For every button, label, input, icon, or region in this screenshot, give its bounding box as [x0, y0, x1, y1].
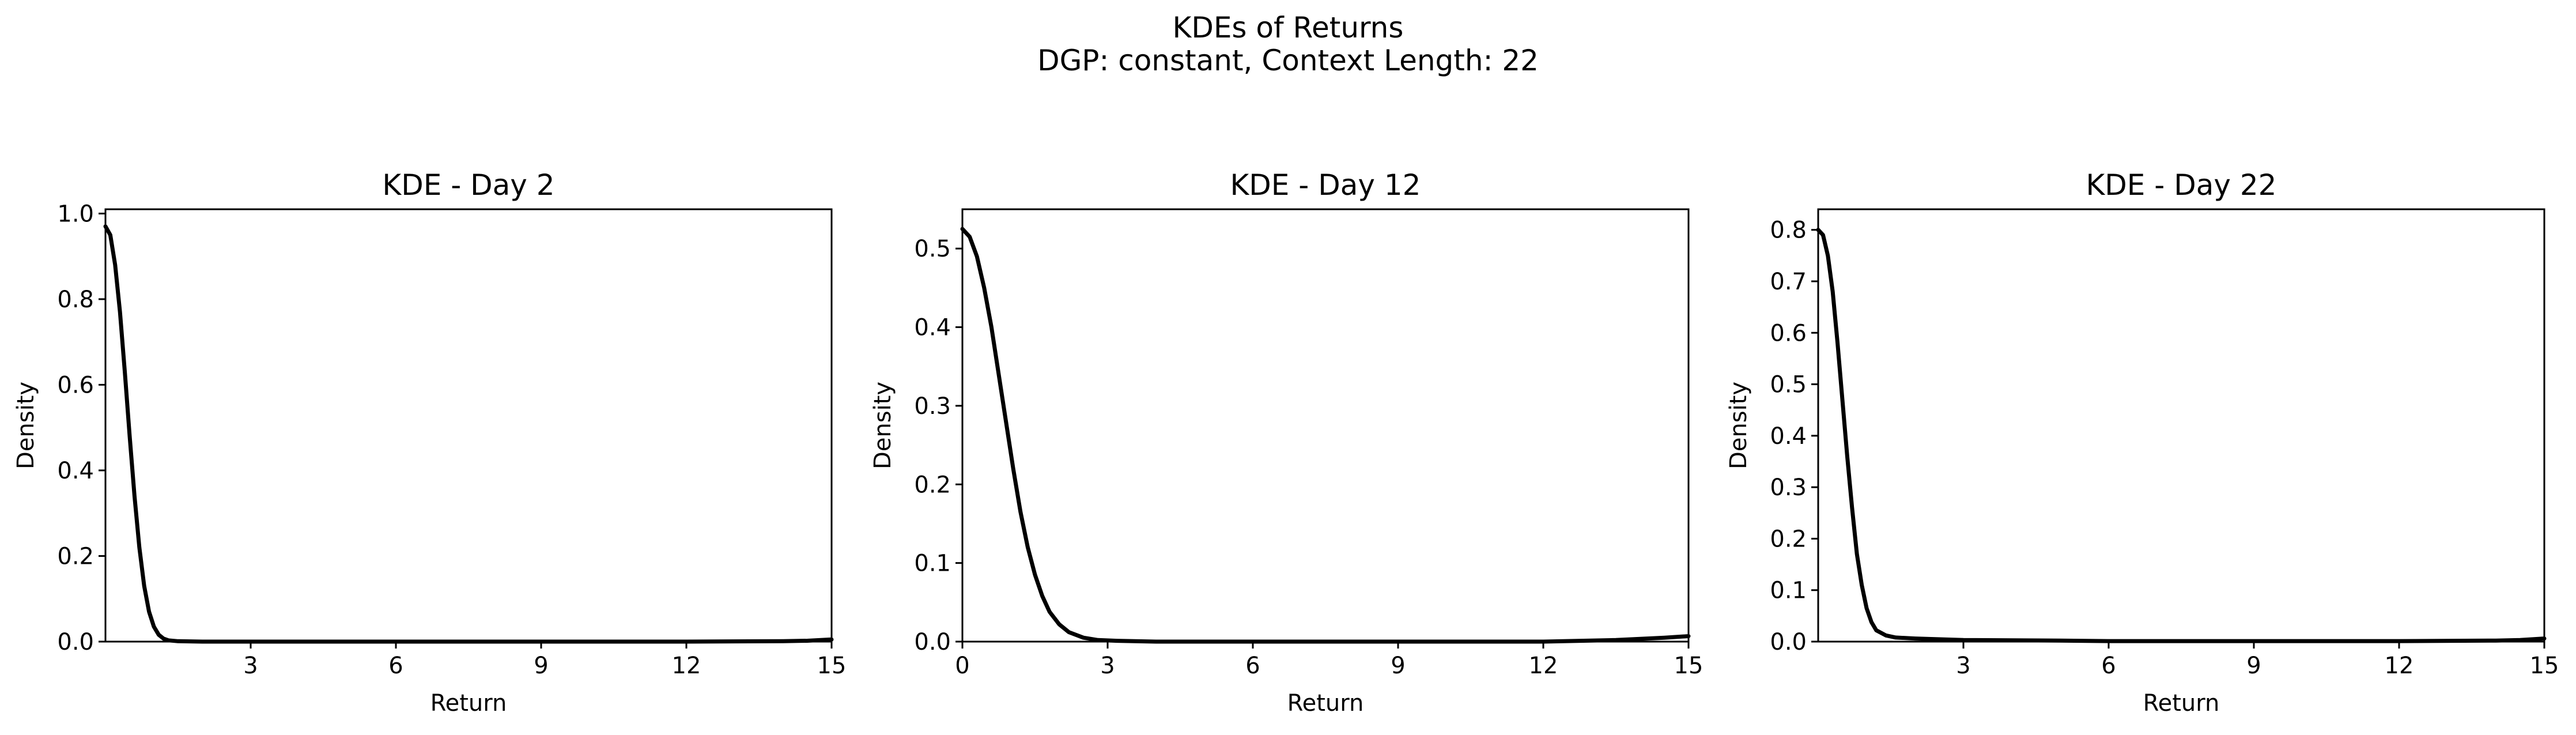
y-tick-label: 0.7	[1770, 269, 1807, 295]
y-tick-label: 0.5	[1770, 372, 1807, 398]
panel-title: KDE - Day 12	[1230, 168, 1421, 202]
kde-panel-1: KDE - Day 2 3 6 9 12 15 0.0 0.2 0.4 0.6 0.8 1.0 Retu…	[13, 168, 846, 717]
y-tick-label: 0.3	[914, 393, 951, 420]
x-tick-label: 15	[817, 653, 847, 679]
x-tick-label: 12	[1529, 653, 1558, 679]
y-tick-label: 0.5	[914, 236, 951, 262]
y-tick-label: 0.4	[914, 315, 951, 341]
y-tick-label: 0.4	[57, 458, 94, 484]
y-axis-label: Density	[870, 382, 896, 469]
x-tick-label: 0	[955, 653, 969, 679]
y-tick-label: 0.1	[1770, 578, 1807, 604]
y-tick-label: 0.8	[57, 287, 94, 313]
figure-subtitle: DGP: constant, Context Length: 22	[1037, 44, 1539, 77]
kde-panel-3: KDE - Day 22 3 6 9 12 15 0.0 0.1 0.2 0.3 0.4 0.5 0.6…	[1725, 168, 2559, 717]
y-tick-label: 0.2	[914, 472, 951, 498]
y-tick-label: 0.0	[1770, 629, 1807, 655]
y-tick-label: 0.6	[57, 372, 94, 398]
y-tick-label: 0.2	[1770, 526, 1807, 552]
kde-panels: KDE - Day 2 3 6 9 12 15 0.0 0.2 0.4 0.6 0.8 1.0 Retu…	[13, 168, 2559, 717]
panel-title: KDE - Day 2	[382, 168, 554, 202]
y-tick-label: 0.0	[57, 629, 94, 655]
x-tick-label: 12	[2385, 653, 2414, 679]
y-tick-label: 0.4	[1770, 423, 1807, 450]
y-axis-label: Density	[1725, 382, 1752, 469]
axes-frame	[104, 208, 833, 643]
axes-frame	[961, 208, 1690, 643]
x-tick-label: 15	[2530, 653, 2559, 679]
x-axis-label: Return	[430, 690, 507, 717]
y-tick-label: 0.0	[914, 629, 951, 655]
x-tick-label: 15	[1674, 653, 1704, 679]
y-tick-label: 0.8	[1770, 217, 1807, 244]
x-tick-label: 6	[2101, 653, 2116, 679]
x-tick-label: 3	[1956, 653, 1970, 679]
x-tick-label: 6	[1245, 653, 1260, 679]
y-tick-label: 0.2	[57, 543, 94, 570]
y-tick-label: 0.6	[1770, 320, 1807, 346]
x-tick-label: 3	[1100, 653, 1115, 679]
x-tick-label: 9	[2246, 653, 2261, 679]
x-tick-label: 6	[388, 653, 403, 679]
x-tick-label: 12	[672, 653, 701, 679]
y-axis-label: Density	[13, 382, 39, 469]
kde-panel-2: KDE - Day 12 0 3 6 9 12 15 0.0 0.1 0.2 0.3 0.4 0.5 Re…	[870, 168, 1703, 717]
x-tick-label: 9	[1391, 653, 1405, 679]
x-tick-label: 3	[243, 653, 258, 679]
x-tick-label: 9	[534, 653, 548, 679]
x-axis-label: Return	[1287, 690, 1364, 717]
figure-title: KDEs of Returns	[1173, 11, 1404, 44]
panel-title: KDE - Day 22	[2086, 168, 2277, 202]
y-tick-label: 0.1	[914, 551, 951, 577]
y-tick-label: 1.0	[57, 201, 94, 227]
y-tick-label: 0.3	[1770, 474, 1807, 501]
x-axis-label: Return	[2143, 690, 2220, 717]
axes-frame	[1817, 208, 2545, 643]
